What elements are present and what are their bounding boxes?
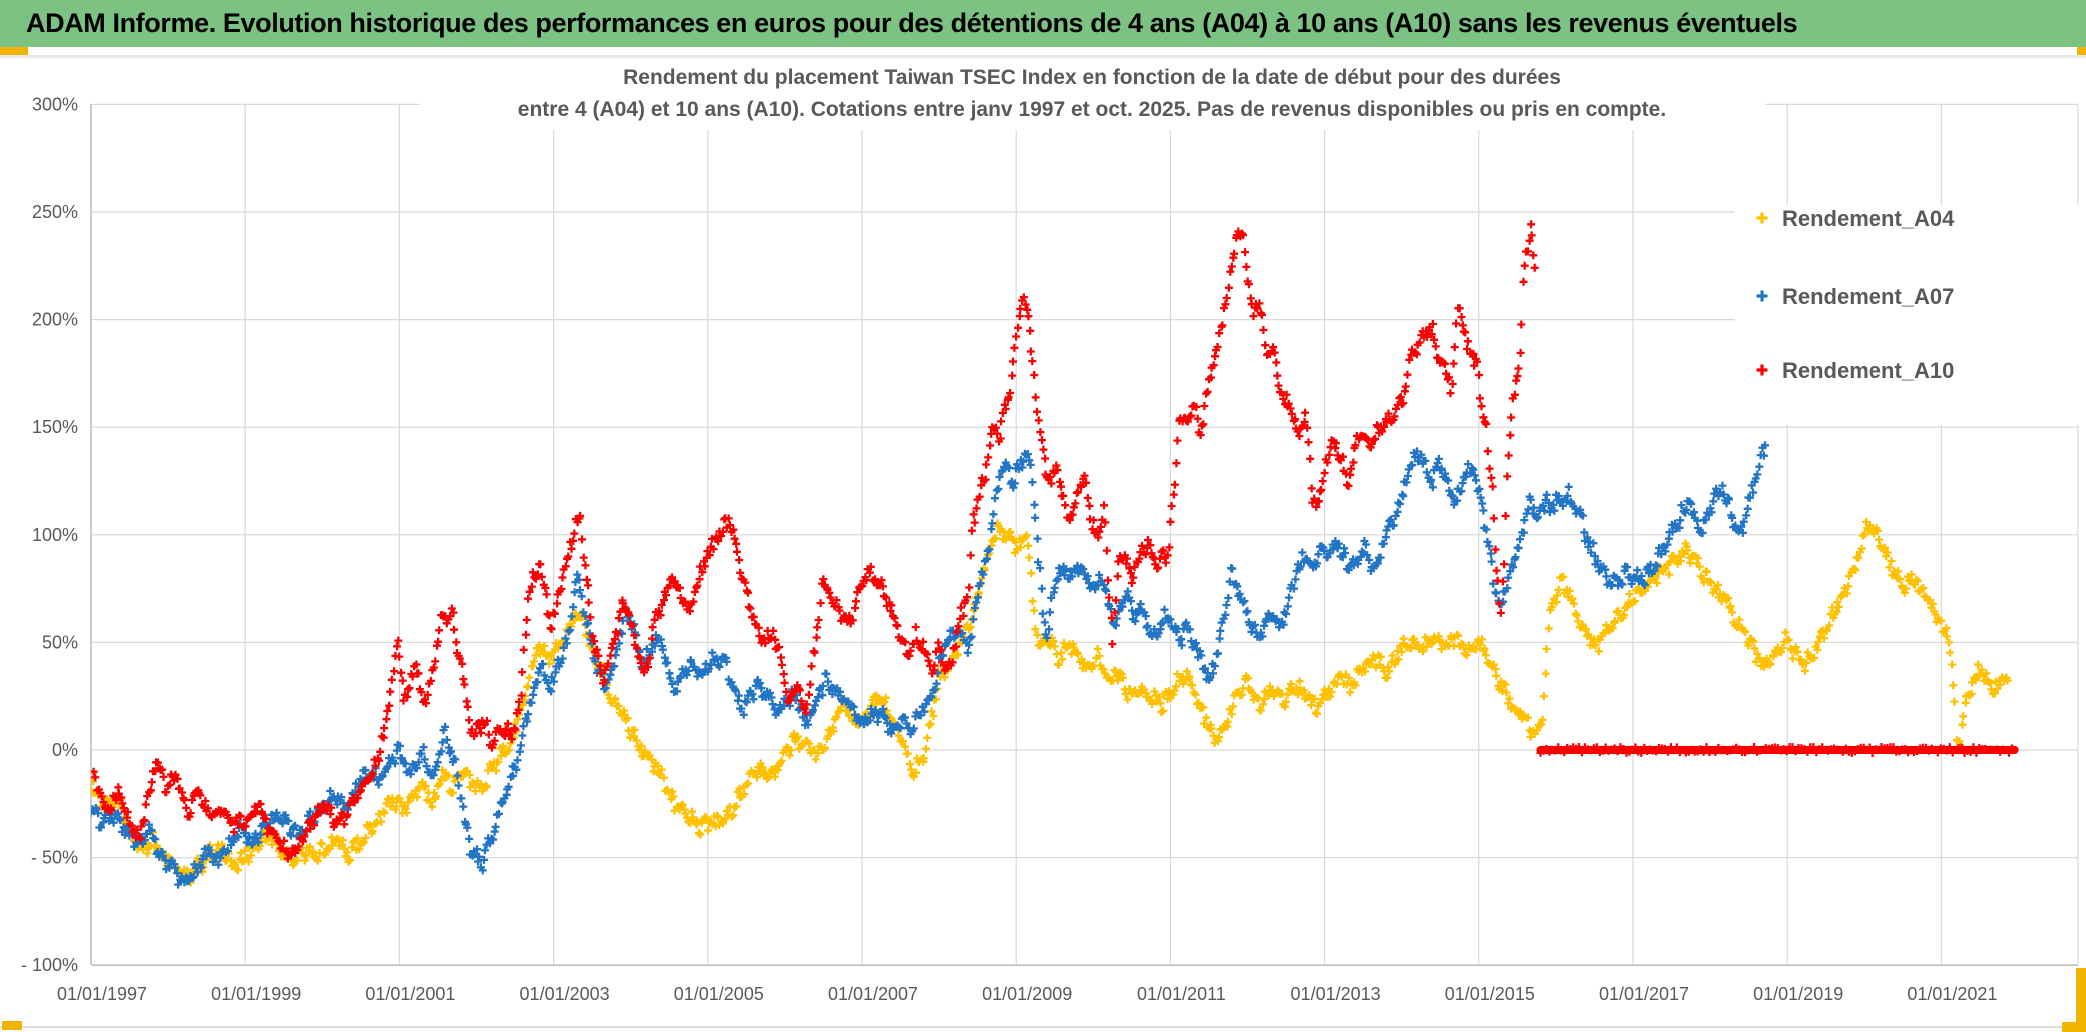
- x-tick-label: 01/01/2021: [1907, 984, 1997, 1004]
- x-tick-label: 01/01/1999: [211, 984, 301, 1004]
- y-tick-label: 300%: [32, 94, 78, 114]
- header-divider: [0, 55, 2086, 58]
- legend-item-a07: Rendement_A07: [1756, 284, 1954, 309]
- y-tick-label: 0%: [52, 740, 78, 760]
- x-tick-label: 01/01/2011: [1137, 984, 1226, 1004]
- gold-accent-bottom-left: [2, 1021, 22, 1030]
- page-title: ADAM Informe. Evolution historique des p…: [26, 8, 1798, 38]
- a07-plus-marker-icon: [1756, 290, 1768, 302]
- x-tick-label: 01/01/2009: [982, 984, 1072, 1004]
- x-tick-label: 01/01/2019: [1753, 984, 1843, 1004]
- legend-label-a10: Rendement_A10: [1782, 358, 1954, 383]
- axis-tick-labels: 300% 250% 200% 150% 100% 50% 0% - 50% - 100% 01/0…: [21, 94, 1997, 1004]
- legend-item-a10: Rendement_A10: [1756, 358, 1954, 383]
- chart-title-line2: entre 4 (A04) et 10 ans (A10). Cotations…: [518, 98, 1666, 121]
- series-rendement_a04: [91, 518, 2012, 887]
- gold-accent-bottom-right: [2062, 1022, 2086, 1032]
- legend-background: [1735, 205, 2080, 425]
- bottom-divider: [0, 1026, 2086, 1028]
- gold-accent-top-left: [0, 47, 28, 55]
- y-tick-label: 250%: [32, 202, 78, 222]
- x-tick-label: 01/01/1997: [57, 984, 147, 1004]
- x-tick-label: 01/01/2001: [365, 984, 455, 1004]
- a10-zero-return-markers: [1536, 743, 2016, 757]
- legend: Rendement_A04 Rendement_A07 Rendement_A1…: [1735, 205, 2080, 425]
- x-tick-label: 01/01/2005: [674, 984, 764, 1004]
- y-tick-label: - 100%: [21, 955, 78, 975]
- y-tick-label: 50%: [42, 632, 78, 652]
- y-tick-label: - 50%: [31, 848, 78, 868]
- a10-plus-marker-icon: [1756, 364, 1768, 376]
- gold-accent-top-right: [2077, 47, 2086, 55]
- gold-accent-right-edge: [2076, 968, 2086, 1030]
- header-bar: ADAM Informe. Evolution historique des p…: [0, 0, 2086, 47]
- x-tick-label: 01/01/2003: [520, 984, 610, 1004]
- chart-title-line1: Rendement du placement Taiwan TSEC Index…: [623, 66, 1561, 89]
- legend-label-a07: Rendement_A07: [1782, 284, 1954, 309]
- y-tick-label: 100%: [32, 525, 78, 545]
- data-series: [91, 220, 2019, 889]
- x-tick-label: 01/01/2013: [1291, 984, 1381, 1004]
- x-tick-label: 01/01/2017: [1599, 984, 1689, 1004]
- legend-item-a04: Rendement_A04: [1756, 206, 1955, 231]
- x-tick-label: 01/01/2015: [1445, 984, 1535, 1004]
- x-tick-label: 01/01/2007: [828, 984, 918, 1004]
- chart-title: Rendement du placement Taiwan TSEC Index…: [420, 58, 1765, 130]
- legend-label-a04: Rendement_A04: [1782, 206, 1955, 231]
- a04-plus-marker-icon: [1756, 212, 1768, 224]
- y-tick-label: 200%: [32, 310, 78, 330]
- series-rendement_a10: [91, 220, 1539, 863]
- y-tick-label: 150%: [32, 417, 78, 437]
- chart-title-background: [420, 58, 1765, 130]
